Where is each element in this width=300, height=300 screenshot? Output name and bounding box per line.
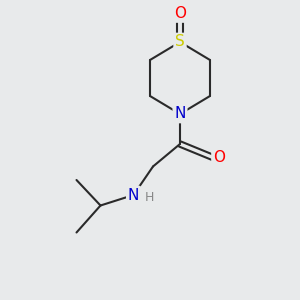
Text: O: O (174, 6, 186, 21)
Text: O: O (213, 150, 225, 165)
Text: H: H (144, 191, 154, 204)
Text: S: S (175, 34, 185, 50)
Text: N: N (128, 188, 139, 202)
Text: N: N (174, 106, 186, 122)
